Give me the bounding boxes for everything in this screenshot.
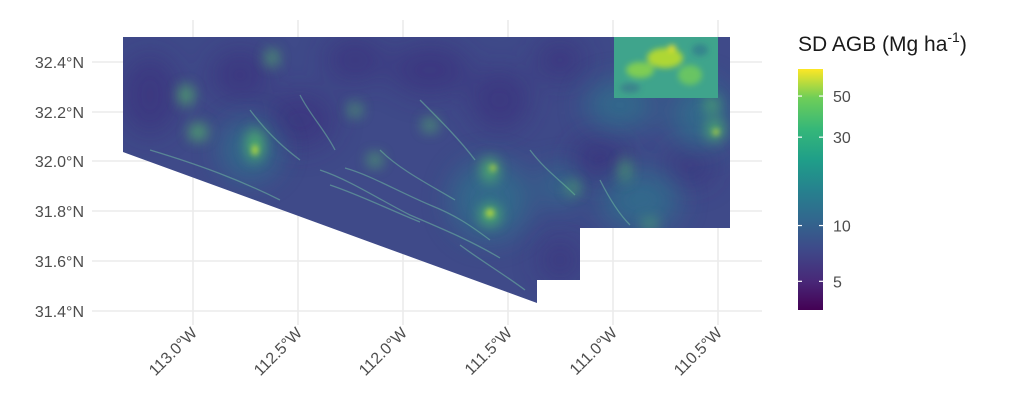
agb-sd-raster [123,37,730,303]
lon-tick-label: 112.5°W [251,324,306,379]
lat-tick-label: 31.4°N [35,304,84,321]
raster-hotspots-green [179,50,723,228]
colorbar-legend: SD AGB (Mg ha-1) 50 30 10 5 [798,29,967,310]
longitude-axis: 113.0°W 112.5°W 112.0°W 111.5°W 111.0°W 110.5… [146,324,726,379]
latitude-axis: 32.4°N 32.2°N 32.0°N 31.8°N 31.6°N 31.4°N [35,55,84,321]
legend-title: SD AGB (Mg ha-1) [798,29,967,56]
raster-dark-patches [123,38,715,280]
colorbar-ticks: 50 30 10 5 [798,89,851,291]
legend-title-superscript: -1 [947,29,960,45]
lon-tick-label: 113.0°W [146,324,201,379]
lat-tick-label: 32.0°N [35,154,84,171]
colorbar [798,69,823,310]
lat-tick-label: 32.4°N [35,55,84,72]
lon-tick-label: 111.5°W [462,324,516,378]
lat-tick-label: 31.8°N [35,204,84,221]
lat-tick-label: 31.6°N [35,254,84,271]
colorbar-tick-label: 50 [833,89,851,106]
raster-hotspots-yellow [252,129,719,217]
lon-tick-label: 110.5°W [671,324,726,379]
lat-tick-label: 32.2°N [35,105,84,122]
legend-title-main: SD AGB (Mg ha [798,33,948,56]
colorbar-tick-label: 5 [833,274,842,291]
lon-tick-label: 111.0°W [567,324,621,378]
inset-tile [614,37,718,98]
colorbar-tick-label: 30 [833,130,851,147]
legend-title-close: ) [960,33,967,56]
lon-tick-label: 112.0°W [356,324,411,379]
colorbar-tick-label: 10 [833,219,851,236]
inset-tile-texture [620,44,708,93]
